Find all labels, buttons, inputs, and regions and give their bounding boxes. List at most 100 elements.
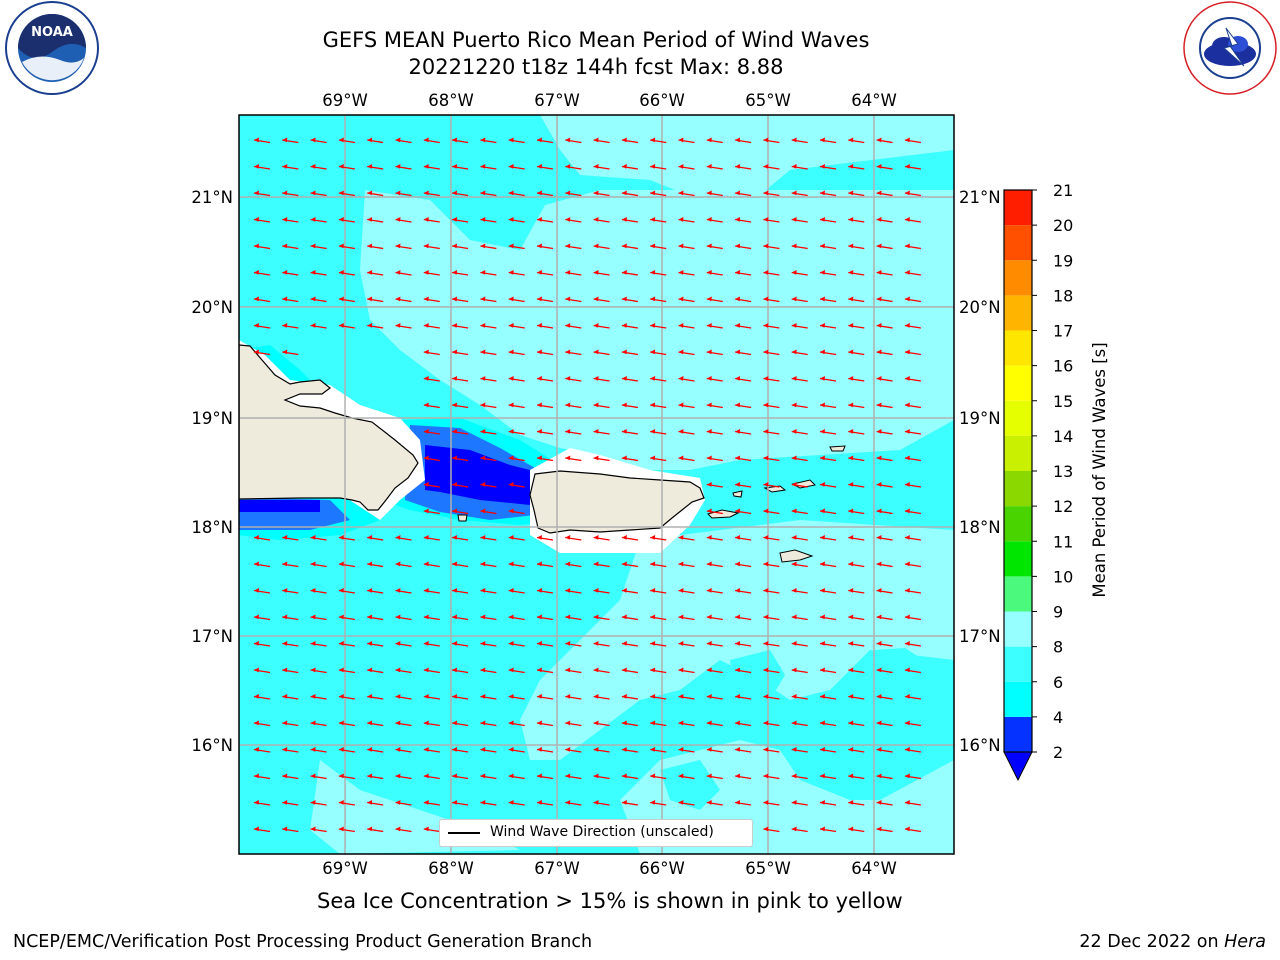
wind-wave-arrow bbox=[508, 455, 525, 462]
wind-wave-arrow bbox=[423, 508, 440, 515]
wind-wave-arrow bbox=[904, 826, 922, 833]
lat-tick-label-left: 21°N bbox=[191, 188, 233, 207]
wind-wave-arrow bbox=[706, 137, 723, 144]
colorbar-segment bbox=[1004, 506, 1032, 542]
wind-wave-arrow bbox=[423, 190, 440, 197]
wind-wave-arrow bbox=[282, 747, 299, 753]
wind-wave-arrow bbox=[621, 561, 639, 568]
wind-wave-arrow bbox=[338, 773, 356, 780]
wind-wave-arrow bbox=[678, 296, 695, 303]
wind-wave-arrow bbox=[480, 164, 497, 170]
wind-wave-arrow bbox=[763, 243, 780, 250]
period-patch-6-8-c bbox=[660, 760, 720, 810]
wind-wave-arrow bbox=[650, 164, 667, 170]
wind-wave-arrow bbox=[282, 667, 299, 674]
wind-wave-arrow bbox=[848, 429, 865, 435]
noaa-logo: NOAA bbox=[0, 0, 104, 104]
wind-wave-arrow bbox=[621, 402, 639, 409]
wind-wave-arrow bbox=[282, 535, 299, 541]
wind-wave-arrow bbox=[706, 747, 723, 753]
wind-wave-arrow bbox=[593, 190, 610, 197]
wind-wave-arrow bbox=[310, 296, 327, 303]
wind-wave-arrow bbox=[678, 137, 695, 144]
wind-wave-arrow bbox=[706, 641, 723, 647]
wind-wave-arrow bbox=[791, 296, 808, 303]
lat-tick-label-left: 20°N bbox=[191, 298, 233, 317]
wind-wave-arrow bbox=[706, 508, 723, 515]
wind-wave-arrow bbox=[904, 190, 922, 197]
wind-wave-arrow bbox=[763, 561, 780, 568]
wind-wave-arrow bbox=[282, 217, 299, 223]
wind-wave-arrow bbox=[621, 535, 639, 541]
wind-wave-arrow bbox=[367, 773, 384, 780]
wind-wave-arrow bbox=[451, 296, 469, 303]
wind-wave-arrow bbox=[565, 641, 582, 647]
wind-wave-arrow bbox=[310, 826, 327, 833]
wind-wave-arrow bbox=[650, 773, 667, 780]
wind-wave-arrow bbox=[706, 561, 723, 568]
wind-wave-arrow bbox=[253, 243, 271, 250]
lat-tick-label-right: 17°N bbox=[959, 627, 1001, 646]
wind-wave-arrow bbox=[423, 402, 440, 409]
wind-wave-arrow bbox=[367, 137, 384, 144]
wind-wave-arrow bbox=[763, 376, 780, 382]
wind-wave-arrow bbox=[904, 588, 922, 594]
wind-wave-arrow bbox=[423, 561, 440, 568]
wind-wave-arrow bbox=[310, 535, 327, 541]
lon-tick-label-bottom: 68°W bbox=[428, 859, 474, 878]
wind-wave-arrow bbox=[791, 323, 808, 329]
wind-wave-arrow bbox=[451, 747, 469, 753]
wind-wave-arrow bbox=[791, 800, 808, 806]
wind-wave-arrow bbox=[763, 826, 780, 833]
wind-wave-arrow bbox=[734, 376, 752, 382]
wind-wave-arrow bbox=[593, 773, 610, 780]
wind-wave-arrow bbox=[876, 243, 893, 250]
wind-wave-arrow bbox=[310, 773, 327, 780]
wind-wave-arrow bbox=[282, 694, 299, 700]
wind-wave-arrow bbox=[338, 217, 356, 223]
colorbar-tick-label: 11 bbox=[1053, 532, 1073, 551]
wind-wave-arrow bbox=[395, 641, 412, 647]
wind-wave-arrow bbox=[876, 270, 893, 276]
svg-text:NOAA: NOAA bbox=[31, 25, 73, 40]
wind-wave-arrow bbox=[508, 773, 525, 780]
wind-wave-arrow bbox=[508, 164, 525, 170]
sea-ice-note: Sea Ice Concentration > 15% is shown in … bbox=[317, 889, 903, 913]
wind-wave-arrow bbox=[536, 164, 554, 170]
wind-wave-arrow bbox=[565, 535, 582, 541]
wind-wave-arrow bbox=[819, 826, 837, 833]
wind-wave-arrow bbox=[508, 402, 525, 409]
colorbar-segment bbox=[1004, 365, 1032, 401]
wind-wave-arrow bbox=[508, 243, 525, 250]
wind-wave-arrow bbox=[819, 429, 837, 435]
wind-wave-arrow bbox=[706, 535, 723, 541]
wind-wave-arrow bbox=[508, 747, 525, 753]
wind-wave-arrow bbox=[678, 561, 695, 568]
wind-wave-arrow bbox=[848, 217, 865, 223]
wind-wave-arrow bbox=[678, 535, 695, 541]
wind-wave-arrow bbox=[565, 296, 582, 303]
wind-wave-arrow bbox=[621, 694, 639, 700]
wind-wave-arrow bbox=[423, 667, 440, 674]
wind-wave-arrow bbox=[763, 773, 780, 780]
wind-wave-arrow bbox=[451, 402, 469, 409]
colorbar-segment bbox=[1004, 611, 1032, 647]
wind-wave-arrow bbox=[508, 667, 525, 674]
footer-date-text: 22 Dec 2022 on bbox=[1079, 932, 1225, 952]
wind-wave-arrow bbox=[678, 455, 695, 462]
wind-wave-arrow bbox=[819, 270, 837, 276]
wind-wave-arrow bbox=[791, 614, 808, 621]
wind-wave-arrow bbox=[791, 376, 808, 382]
wind-wave-arrow bbox=[451, 694, 469, 700]
wind-wave-arrow bbox=[423, 614, 440, 621]
colorbar-segment bbox=[1004, 576, 1032, 612]
colorbar-tick-label: 10 bbox=[1053, 567, 1073, 586]
wind-wave-arrow bbox=[423, 243, 440, 250]
wind-wave-arrow bbox=[395, 588, 412, 594]
wind-wave-arrow bbox=[848, 137, 865, 144]
wind-wave-arrow bbox=[480, 641, 497, 647]
wind-wave-arrow bbox=[734, 747, 752, 753]
wind-wave-arrow bbox=[253, 164, 271, 170]
wind-wave-arrow bbox=[565, 429, 582, 435]
